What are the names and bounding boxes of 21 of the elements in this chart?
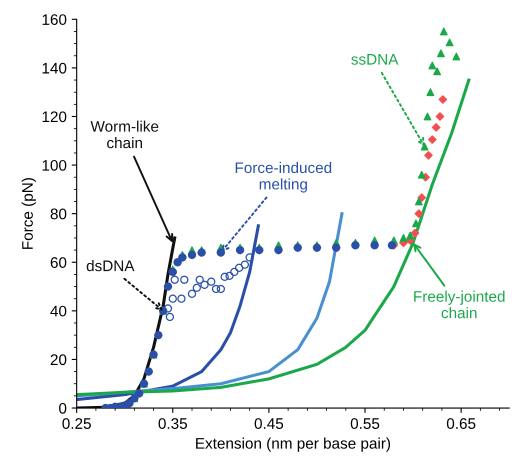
- x-tick-label: 0.65: [446, 418, 476, 429]
- y-tick-label: 160: [42, 14, 66, 26]
- y-tick-label: 100: [42, 160, 66, 171]
- annotation: Worm-like chain: [90, 120, 158, 148]
- y-axis-title: Force (pN): [22, 178, 36, 249]
- annotation: Force-induced melting: [236, 162, 332, 193]
- y-tick-label: 20: [50, 354, 66, 366]
- y-tick-label: 140: [42, 62, 66, 74]
- x-axis-title: Extension (nm per base pair): [196, 438, 390, 452]
- x-tick-label: 0.45: [254, 418, 284, 429]
- y-tick-label: 60: [50, 257, 66, 268]
- y-tick-label: 40: [50, 306, 66, 317]
- x-tick-label: 0.35: [158, 418, 188, 429]
- annotation: dsDNA: [86, 260, 134, 272]
- annotation: ssDNA: [351, 54, 398, 65]
- annotation: Freely-jointed chain: [414, 290, 505, 318]
- y-tick-label: 0: [59, 402, 66, 414]
- x-tick-label: 0.55: [350, 418, 380, 429]
- y-tick-label: 80: [50, 208, 66, 220]
- y-tick-label: 120: [42, 111, 66, 122]
- x-tick-label: 0.25: [62, 418, 91, 429]
